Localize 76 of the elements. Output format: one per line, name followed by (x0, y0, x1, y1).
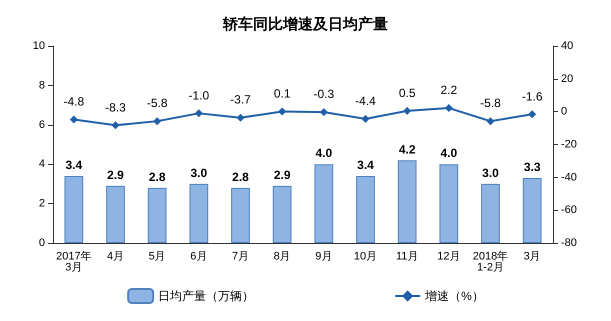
x-tick-label: 2017年 3月 (56, 250, 92, 274)
bar (106, 186, 125, 243)
y-tick-label: 2 (38, 198, 45, 210)
point (194, 109, 203, 118)
bar (439, 164, 458, 243)
y2-tick-label: -20 (561, 138, 577, 150)
point (112, 121, 120, 130)
data-label: 3.4 (357, 158, 374, 172)
x-tick-label: 6月 (190, 250, 208, 262)
bar (231, 188, 250, 243)
point (320, 108, 328, 116)
data-label: 2.9 (107, 168, 124, 182)
data-label: -1.6 (522, 89, 543, 104)
x-tick-label: 9月 (315, 250, 332, 262)
x-tick-label: 5月 (148, 250, 166, 262)
point (403, 106, 412, 115)
point (528, 110, 536, 118)
data-label: 3.4 (65, 158, 82, 172)
data-label: -5.8 (480, 96, 502, 110)
point (278, 108, 286, 116)
data-label: 3.3 (524, 160, 541, 174)
y2-tick-label: 0 (561, 106, 568, 118)
data-label: -0.3 (313, 87, 334, 102)
y2-tick-label: -40 (561, 171, 577, 184)
data-label: -4.8 (63, 94, 84, 109)
bar (522, 178, 542, 243)
y-tick-label: 4 (38, 158, 45, 170)
point (153, 117, 162, 126)
data-label: 2.9 (274, 168, 291, 182)
x-tick-label: 7月 (232, 250, 250, 262)
data-label: 3.0 (190, 166, 208, 180)
data-label: 2.2 (440, 83, 458, 98)
y-tick-label: 0 (38, 237, 45, 249)
bar (481, 184, 500, 243)
legend-label: 增速（%） (424, 289, 484, 303)
x-tick-label: 8月 (274, 250, 291, 262)
x-tick-label: 10月 (354, 250, 378, 262)
data-label: 4.0 (315, 146, 332, 160)
y2-tick-label: 20 (561, 72, 574, 85)
point (236, 114, 244, 122)
data-label: -4.4 (355, 94, 376, 108)
bar (272, 186, 292, 243)
x-tick-label: 3月 (524, 250, 541, 262)
data-label: 0.1 (274, 86, 291, 101)
point (444, 104, 453, 112)
bar (398, 160, 417, 243)
data-label: 4.0 (440, 146, 458, 160)
y2-tick-label: -60 (561, 204, 577, 216)
point (486, 117, 494, 126)
y-tick-label: 10 (32, 40, 45, 52)
bar (64, 176, 84, 243)
data-label: -1.0 (188, 88, 210, 102)
data-label: 2.8 (232, 170, 250, 184)
y2-tick-label: 40 (561, 40, 574, 52)
data-label: 2.8 (148, 170, 166, 184)
data-label: 3.0 (482, 166, 500, 180)
bar (148, 188, 167, 243)
y-tick-label: 6 (38, 118, 45, 131)
x-tick-label: 4月 (106, 250, 124, 262)
bar (356, 176, 375, 243)
bar (314, 164, 334, 243)
y2-tick-label: -80 (561, 237, 577, 249)
legend-label: 日均产量（万辆） (158, 289, 254, 303)
data-label: 4.2 (398, 142, 416, 156)
data-label: -8.3 (105, 100, 126, 114)
data-label: -5.8 (146, 96, 168, 110)
x-tick-label: 12月 (437, 250, 460, 262)
point (70, 116, 78, 124)
x-tick-label: 2018年 1-2月 (472, 250, 508, 274)
y-tick-label: 8 (38, 79, 45, 92)
data-label: 0.5 (398, 86, 416, 100)
data-label: -3.7 (230, 92, 252, 107)
chart-title: 轿车同比增速及日均产量 (222, 15, 388, 33)
x-tick-label: 11月 (396, 250, 418, 262)
bar (189, 184, 208, 243)
point (362, 114, 370, 123)
